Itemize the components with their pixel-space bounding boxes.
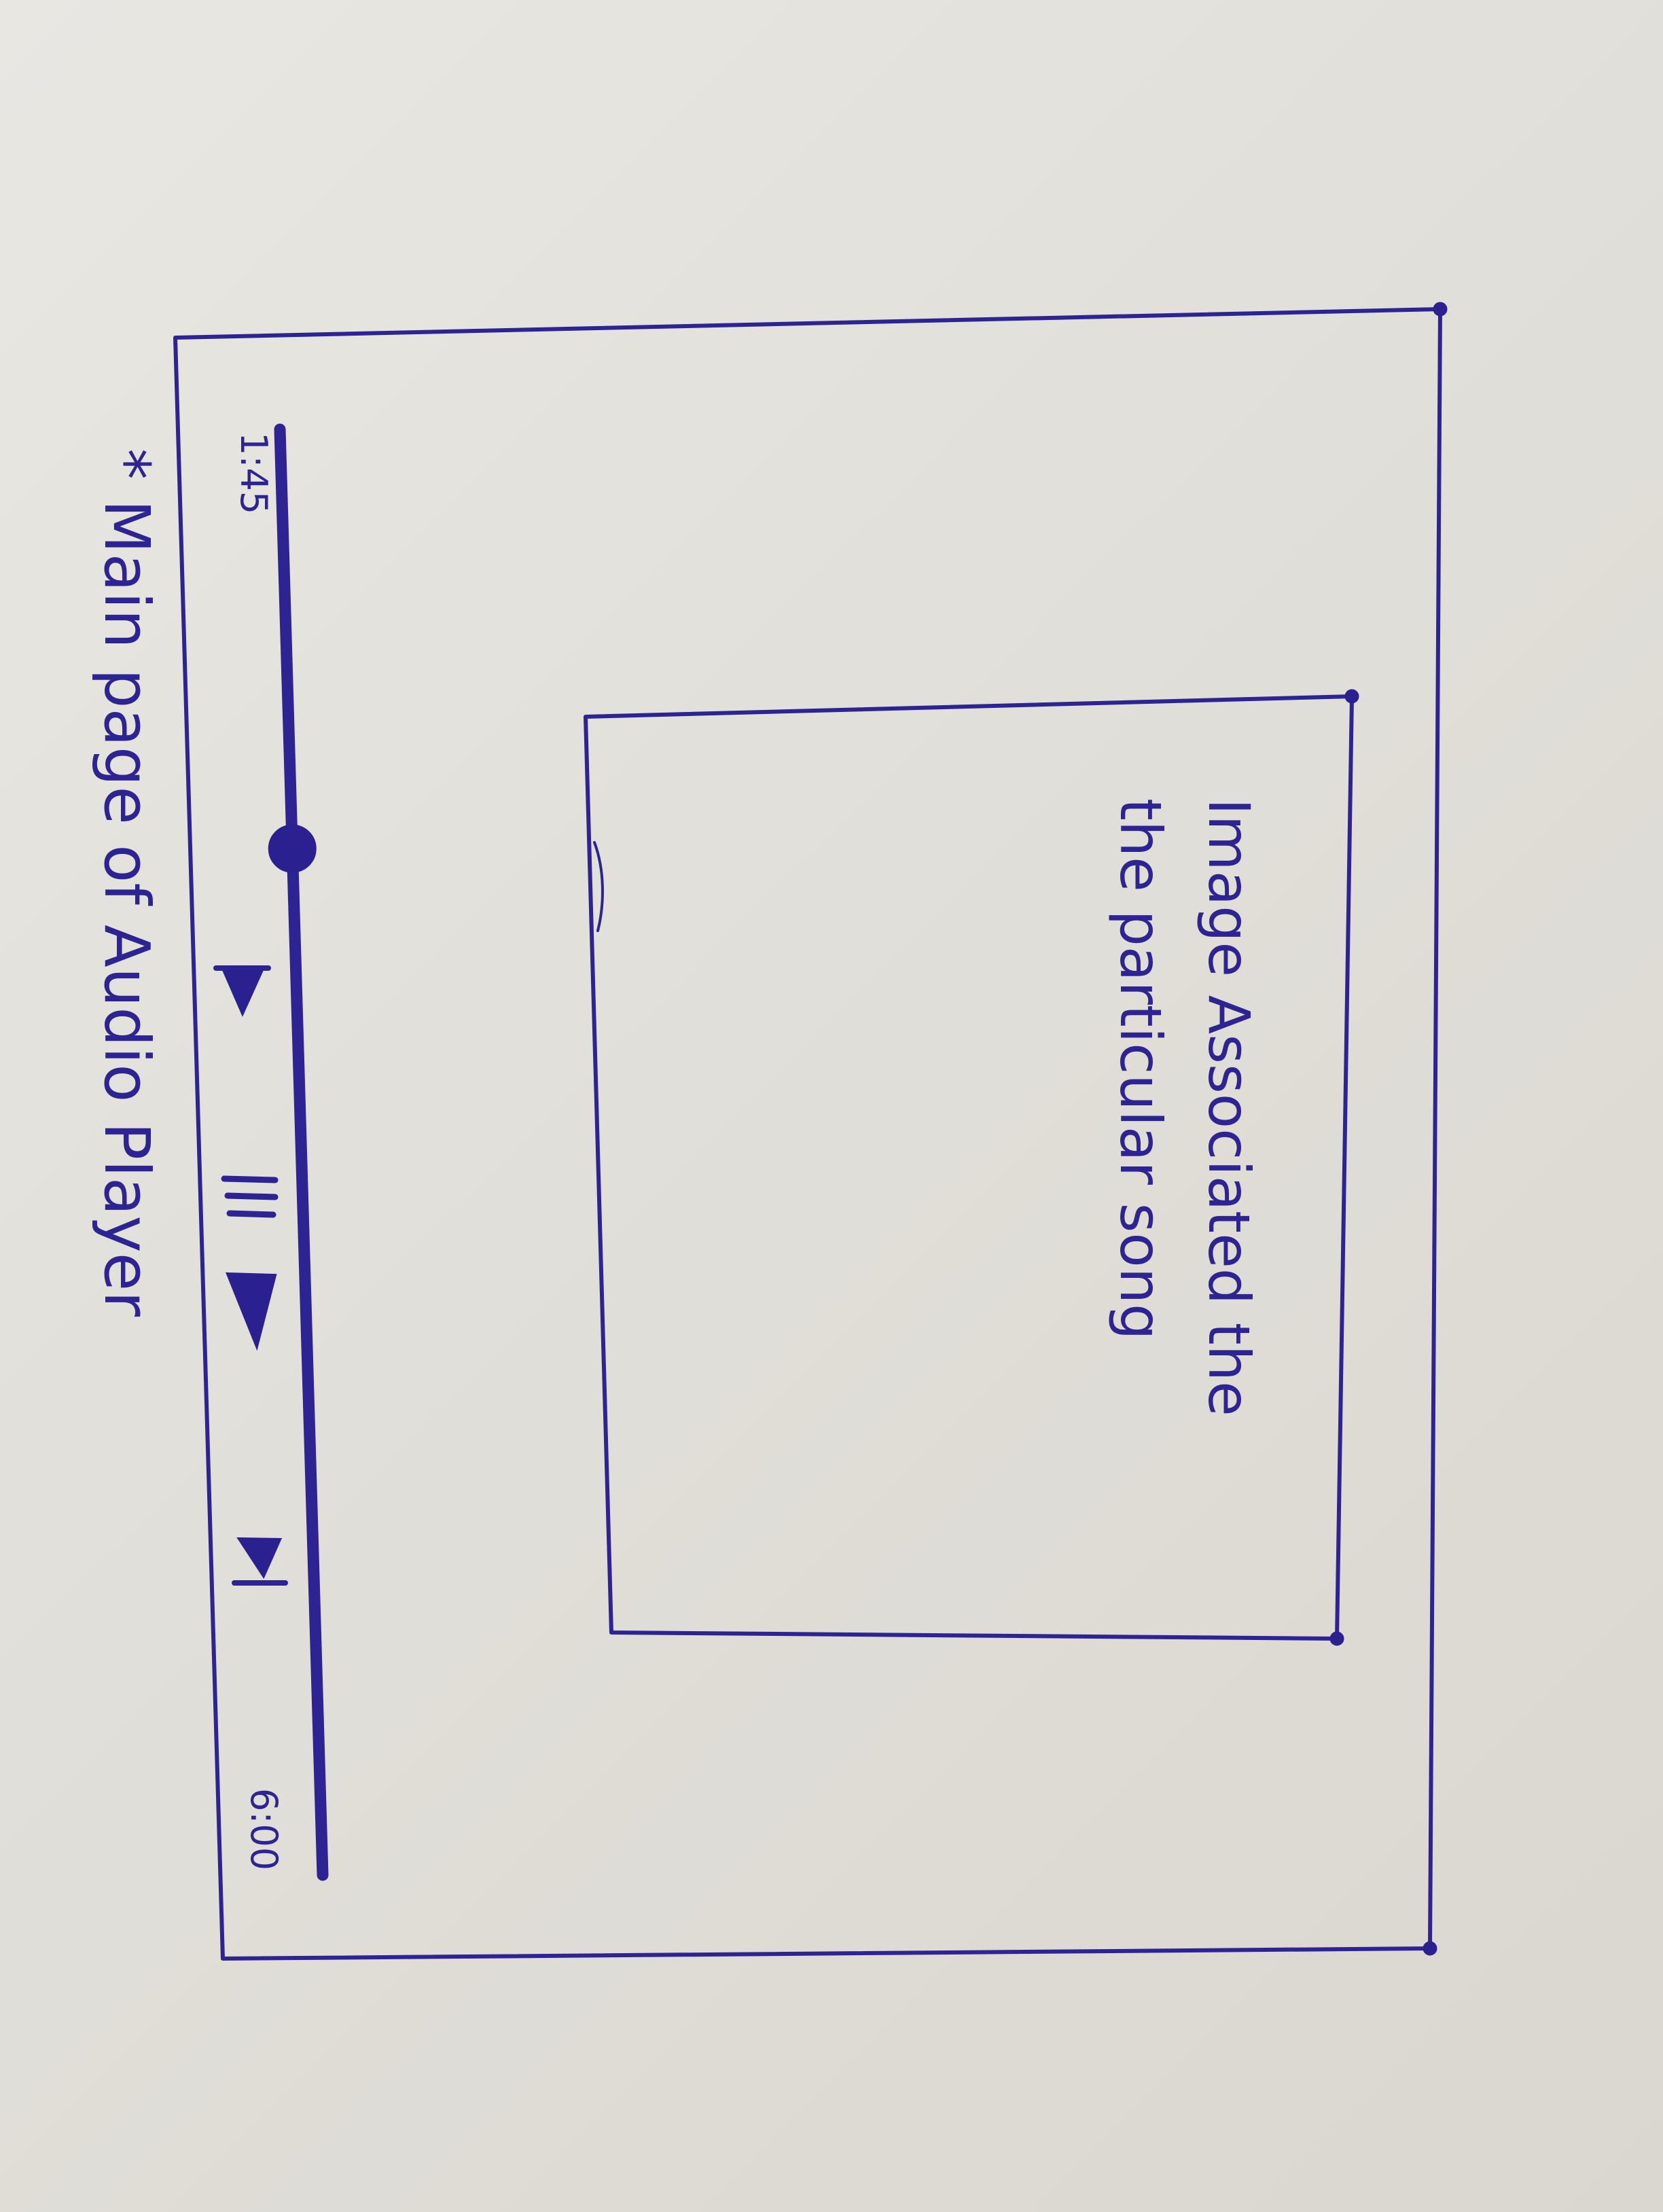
elapsed-time: 1:45 [232,432,275,514]
skip-previous-icon[interactable] [213,965,271,1017]
player-window [173,302,1448,1961]
play-icon[interactable] [226,1272,277,1351]
pause-icon[interactable] [221,1175,279,1218]
total-time: 6:00 [243,1788,285,1870]
page-note: * Main page of Audio Player [90,448,163,1317]
artwork-caption-line1: Image Associated the [1196,798,1262,1416]
transport-controls [213,965,288,1586]
seek-thumb[interactable] [268,824,317,873]
artwork-caption-line2: the particular song [1107,798,1174,1340]
skip-next-icon[interactable] [232,1537,288,1586]
album-art-placeholder: Image Associated the the particular song [584,689,1359,1646]
seek-bar[interactable] [268,423,329,1881]
